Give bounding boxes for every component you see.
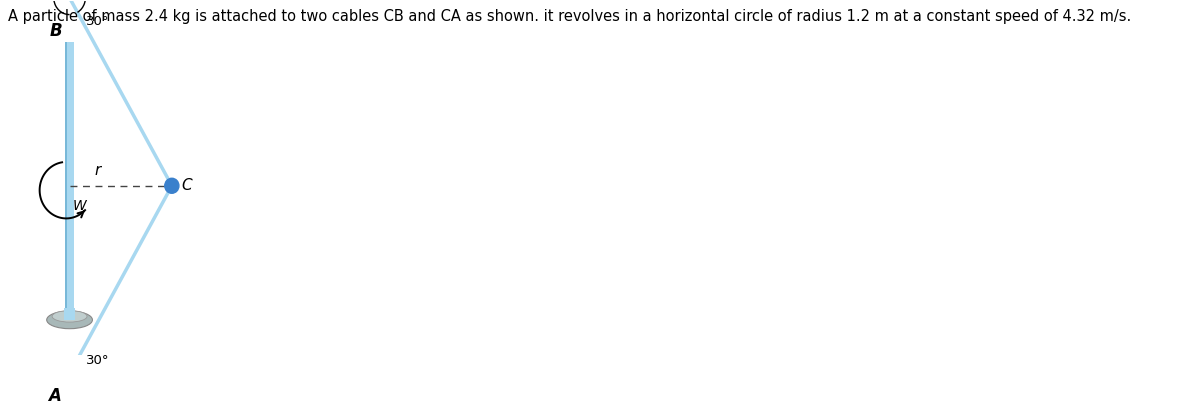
Bar (66, 42, 67, 313)
Text: 30°: 30° (86, 16, 109, 28)
Text: r: r (95, 163, 101, 178)
Circle shape (164, 178, 179, 193)
Text: C: C (182, 178, 192, 193)
Text: W: W (73, 199, 86, 213)
Bar (66, 42, 73, 313)
Text: B: B (50, 22, 62, 40)
Text: 30°: 30° (86, 354, 109, 367)
Bar (64, 308, 76, 320)
Text: A particle of mass 2.4 kg is attached to two cables CB and CA as shown. it revol: A particle of mass 2.4 kg is attached to… (8, 9, 1132, 24)
Text: A: A (48, 387, 61, 401)
Ellipse shape (47, 311, 92, 329)
Ellipse shape (52, 311, 88, 322)
